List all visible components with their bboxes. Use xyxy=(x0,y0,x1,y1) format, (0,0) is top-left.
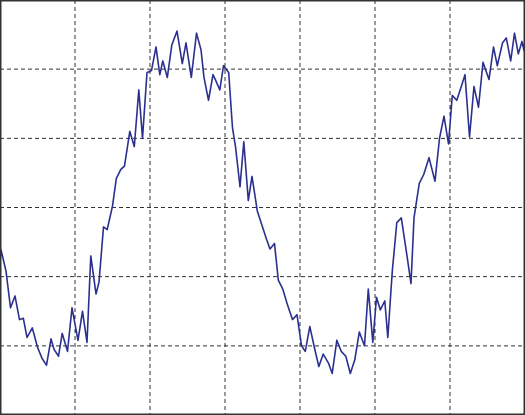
series-line xyxy=(0,30,525,375)
